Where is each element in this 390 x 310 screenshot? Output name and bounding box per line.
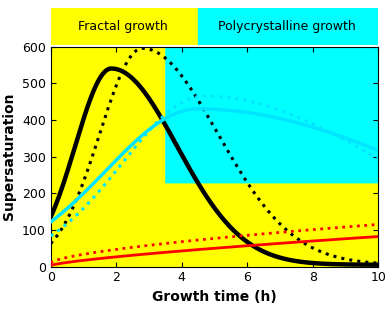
Y-axis label: Supersaturation: Supersaturation xyxy=(2,93,16,220)
Bar xyxy=(198,8,378,45)
Text: Fractal growth: Fractal growth xyxy=(78,20,168,33)
X-axis label: Growth time (h): Growth time (h) xyxy=(152,290,277,304)
Text: Polycrystalline growth: Polycrystalline growth xyxy=(218,20,355,33)
Bar xyxy=(51,46,378,267)
Bar xyxy=(51,8,198,45)
